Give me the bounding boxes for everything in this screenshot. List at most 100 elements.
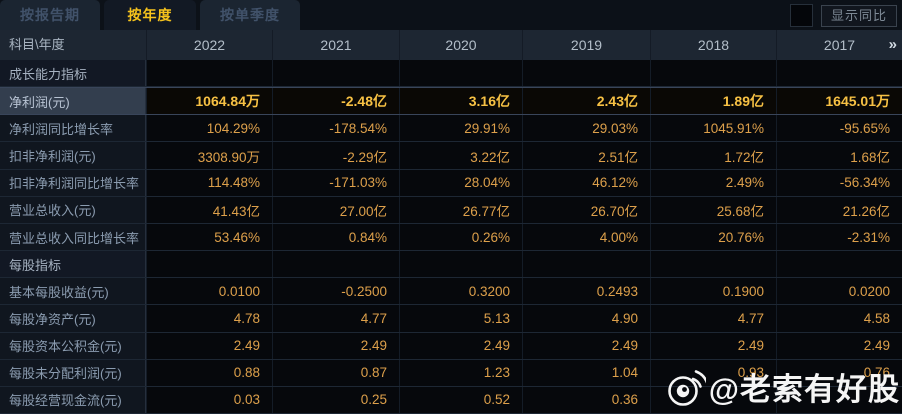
value-cell: 3.16亿 (399, 88, 522, 115)
value-cell: 104.29% (146, 115, 272, 142)
value-cell: 0.1900 (650, 278, 776, 305)
value-cell: 4.00% (522, 223, 650, 251)
value-cell: 0.26% (399, 223, 522, 251)
value-cell (650, 251, 776, 278)
value-cell (522, 60, 650, 87)
tab-by-year[interactable]: 按年度 (104, 0, 196, 30)
row-label: 每股净资产(元) (0, 305, 146, 332)
show-yoy-checkbox[interactable] (789, 4, 813, 27)
table-row[interactable]: 扣非净利润同比增长率 114.48% -171.03% 28.04% 46.12% 2.4… (0, 169, 902, 197)
value-cell: 0.87 (272, 359, 399, 386)
row-label: 净利润(元) (0, 88, 146, 115)
row-label: 每股未分配利润(元) (0, 359, 146, 386)
year-header-2021: 2021 (272, 30, 399, 60)
row-label: 净利润同比增长率 (0, 115, 146, 142)
table-row[interactable]: 每股资本公积金(元) 2.49 2.49 2.49 2.49 2.49 2.49 (0, 332, 902, 360)
value-cell: 0.25 (272, 386, 399, 414)
value-cell: 0.2493 (522, 278, 650, 305)
value-cell: -56.34% (776, 169, 902, 196)
value-cell: 1064.84万 (146, 88, 272, 115)
value-cell (399, 251, 522, 278)
more-years-icon[interactable]: » (888, 36, 897, 53)
value-cell: -95.65% (776, 115, 902, 142)
value-cell (522, 251, 650, 278)
value-cell: 21.26亿 (776, 196, 902, 223)
corner-header: 科目\年度 (9, 37, 65, 52)
row-label: 每股资本公积金(元) (0, 332, 146, 359)
value-cell: 1.68亿 (776, 142, 902, 169)
value-cell: 4.78 (146, 305, 272, 332)
value-cell: 28.04% (399, 169, 522, 196)
value-cell: 2.51亿 (522, 142, 650, 169)
table-row[interactable]: 每股经营现金流(元) 0.03 0.25 0.52 0.36 (0, 386, 902, 414)
table-row[interactable]: 扣非净利润(元) 3308.90万 -2.29亿 3.22亿 2.51亿 1.72亿 1.6… (0, 142, 902, 170)
row-label: 营业总收入(元) (0, 196, 146, 223)
value-cell: 26.70亿 (522, 196, 650, 223)
value-cell: 2.49 (650, 332, 776, 359)
value-cell: 2.49 (522, 332, 650, 359)
value-cell: 1.89亿 (650, 88, 776, 115)
value-cell: 0.84% (272, 223, 399, 251)
value-cell (776, 251, 902, 278)
value-cell (650, 60, 776, 87)
value-cell: 4.77 (272, 305, 399, 332)
value-cell: 0.88 (146, 359, 272, 386)
table-row[interactable]: 每股指标 (0, 251, 902, 279)
value-cell (776, 386, 902, 414)
value-cell: 5.13 (399, 305, 522, 332)
value-cell: 0.0100 (146, 278, 272, 305)
value-cell: 2.49 (399, 332, 522, 359)
table-row[interactable]: 净利润(元) 1064.84万 -2.48亿 3.16亿 2.43亿 1.89亿 1645.… (0, 87, 902, 116)
row-label: 营业总收入同比增长率 (0, 223, 146, 251)
row-label: 成长能力指标 (0, 60, 146, 87)
value-cell: 0.03 (146, 386, 272, 414)
table-row[interactable]: 营业总收入同比增长率 53.46% 0.84% 0.26% 4.00% 20.76% -2.… (0, 223, 902, 252)
value-cell (272, 251, 399, 278)
value-cell: 114.48% (146, 169, 272, 196)
value-cell: 4.77 (650, 305, 776, 332)
value-cell: 27.00亿 (272, 196, 399, 223)
value-cell: 0.0200 (776, 278, 902, 305)
table-row[interactable]: 净利润同比增长率 104.29% -178.54% 29.91% 29.03% 1045.… (0, 115, 902, 143)
value-cell: 20.76% (650, 223, 776, 251)
value-cell: 29.91% (399, 115, 522, 142)
value-cell: -2.48亿 (272, 88, 399, 115)
value-cell: 2.49% (650, 169, 776, 196)
tab-by-report-period[interactable]: 按报告期 (0, 0, 100, 30)
value-cell: 46.12% (522, 169, 650, 196)
value-cell: -0.2500 (272, 278, 399, 305)
value-cell (650, 386, 776, 414)
row-label: 每股指标 (0, 251, 146, 278)
table-row[interactable]: 营业总收入(元) 41.43亿 27.00亿 26.77亿 26.70亿 25.68亿 21… (0, 196, 902, 224)
year-header-2017: 2017» (776, 30, 902, 60)
value-cell (776, 60, 902, 87)
value-cell: 29.03% (522, 115, 650, 142)
value-cell: 0.36 (522, 386, 650, 414)
value-cell: 3308.90万 (146, 142, 272, 169)
row-label: 扣非净利润(元) (0, 142, 146, 169)
value-cell: -2.31% (776, 223, 902, 251)
table-row[interactable]: 成长能力指标 (0, 60, 902, 88)
value-cell: 2.43亿 (522, 88, 650, 115)
show-yoy-button[interactable]: 显示同比 (820, 4, 897, 27)
value-cell (146, 251, 272, 278)
table-row[interactable]: 基本每股收益(元) 0.0100 -0.2500 0.3200 0.2493 0.1900… (0, 278, 902, 306)
yoy-controls: 显示同比 (789, 4, 897, 27)
value-cell: 0.93 (650, 359, 776, 386)
table-row[interactable]: 每股净资产(元) 4.78 4.77 5.13 4.90 4.77 4.58 (0, 305, 902, 333)
value-cell: 25.68亿 (650, 196, 776, 223)
table-header: 科目\年度 2022 2021 2020 2019 2018 2017» (0, 30, 902, 61)
value-cell: 53.46% (146, 223, 272, 251)
value-cell: -2.29亿 (272, 142, 399, 169)
value-cell: 4.90 (522, 305, 650, 332)
value-cell: 3.22亿 (399, 142, 522, 169)
year-header-2022: 2022 (146, 30, 272, 60)
value-cell (146, 60, 272, 87)
table-row[interactable]: 每股未分配利润(元) 0.88 0.87 1.23 1.04 0.93 0.76 (0, 359, 902, 387)
value-cell: 1.04 (522, 359, 650, 386)
tab-by-quarter[interactable]: 按单季度 (200, 0, 300, 30)
value-cell: 41.43亿 (146, 196, 272, 223)
year-header-2019: 2019 (522, 30, 650, 60)
value-cell: 1045.91% (650, 115, 776, 142)
